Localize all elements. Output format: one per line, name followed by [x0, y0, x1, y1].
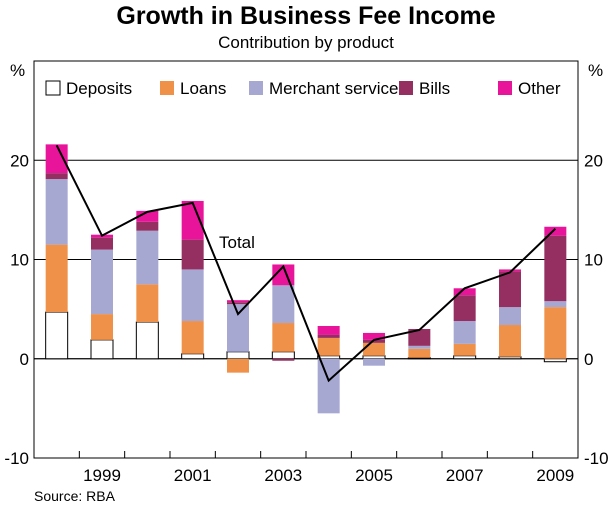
legend-swatch: [498, 81, 512, 95]
bar-loans: [499, 325, 521, 357]
total-line: [55, 144, 557, 383]
bar-merchant-service: [363, 358, 385, 366]
x-tick-label: 2001: [174, 466, 212, 485]
legend-label: Loans: [180, 79, 226, 98]
bar-other: [499, 269, 521, 272]
bar-bills: [272, 358, 295, 361]
x-tick-label: 2007: [446, 466, 484, 485]
bar-bills: [499, 271, 521, 308]
bar-loans: [227, 358, 249, 373]
legend-label: Merchant service: [269, 79, 398, 98]
y-tick-label-left: 10: [10, 251, 29, 270]
bar-other: [227, 300, 249, 303]
bar-deposits: [498, 356, 522, 360]
bar-loans: [453, 343, 476, 356]
bar-other: [136, 210, 159, 222]
y-tick-label-left: 0: [20, 350, 29, 369]
bar-loans: [272, 323, 295, 352]
bar-loans: [408, 348, 431, 358]
bar-merchant-service: [181, 269, 204, 322]
bar-merchant-service: [272, 285, 295, 324]
bar-deposits: [453, 355, 477, 360]
bar-deposits: [181, 353, 205, 360]
y-tick-label-right: 10: [584, 251, 603, 270]
legend-swatch: [45, 80, 61, 96]
bar-loans: [45, 244, 68, 313]
x-tick-label: 2005: [355, 466, 393, 485]
bar-merchant-service: [317, 358, 340, 414]
total-line-group: [55, 144, 557, 383]
y-axis-label-right: %: [588, 61, 603, 80]
bar-loans: [181, 321, 204, 354]
gridlines: [34, 159, 578, 360]
bar-bills: [544, 235, 567, 302]
bar-deposits: [271, 351, 295, 360]
bar-other: [45, 144, 68, 174]
legend-label: Bills: [419, 79, 450, 98]
y-tick-label-right: -10: [584, 449, 609, 468]
bar-bills: [91, 237, 113, 250]
total-annotation: Total: [219, 233, 255, 252]
bar-bills: [317, 334, 340, 338]
legend-swatch: [399, 81, 413, 95]
bars: [45, 144, 567, 414]
legend-label: Other: [518, 79, 561, 98]
bar-bills: [363, 339, 385, 343]
bar-loans: [317, 337, 340, 356]
bar-merchant-service: [453, 321, 476, 344]
bar-loans: [136, 284, 159, 323]
chart-subtitle: Contribution by product: [218, 33, 394, 52]
bar-other: [453, 288, 476, 296]
y-tick-label-right: 20: [584, 151, 603, 170]
bar-merchant-service: [45, 179, 68, 245]
bar-deposits: [226, 351, 250, 360]
legend: Deposits Loans Merchant service Bills Other: [45, 79, 561, 98]
bar-merchant-service: [136, 230, 159, 285]
bar-other: [363, 332, 385, 340]
bar-bills: [453, 295, 476, 322]
bar-merchant-service: [499, 307, 521, 326]
bar-bills: [136, 221, 159, 231]
bar-deposits: [90, 339, 114, 360]
bar-merchant-service: [544, 301, 567, 308]
bar-deposits: [362, 355, 386, 360]
source-note: Source: RBA: [34, 488, 115, 504]
y-tick-label-right: 0: [584, 350, 593, 369]
bar-loans: [363, 342, 385, 356]
bar-other: [544, 226, 567, 236]
chart-title: Growth in Business Fee Income: [116, 2, 496, 30]
y-tick-label-left: 20: [10, 151, 29, 170]
bar-other: [181, 200, 204, 240]
legend-swatch: [249, 81, 263, 95]
bar-merchant-service: [91, 249, 113, 315]
x-tick-label: 2009: [536, 466, 574, 485]
bar-loans: [91, 314, 113, 340]
y-tick-label-left: -10: [4, 449, 29, 468]
bar-bills: [227, 302, 249, 305]
bar-deposits: [543, 358, 567, 363]
x-tick-label: 1999: [83, 466, 121, 485]
bar-merchant-service: [227, 304, 249, 352]
legend-label: Deposits: [66, 79, 132, 98]
bar-deposits: [135, 321, 159, 360]
legend-swatch: [160, 81, 174, 95]
bar-merchant-service: [408, 345, 431, 349]
bar-bills: [45, 173, 68, 180]
bar-deposits: [317, 355, 341, 360]
bar-deposits: [407, 357, 431, 360]
y-axis-label-left: %: [10, 61, 25, 80]
x-tick-label: 2003: [264, 466, 302, 485]
bar-loans: [544, 307, 567, 359]
bar-bills: [181, 239, 204, 270]
bar-other: [317, 325, 340, 335]
bar-deposits: [45, 311, 69, 360]
bar-bills: [408, 328, 431, 346]
axis-ticks: -10 -10 0 0 10 10 20 20 1999 2001 2003 2005 2007 2009: [4, 151, 608, 485]
